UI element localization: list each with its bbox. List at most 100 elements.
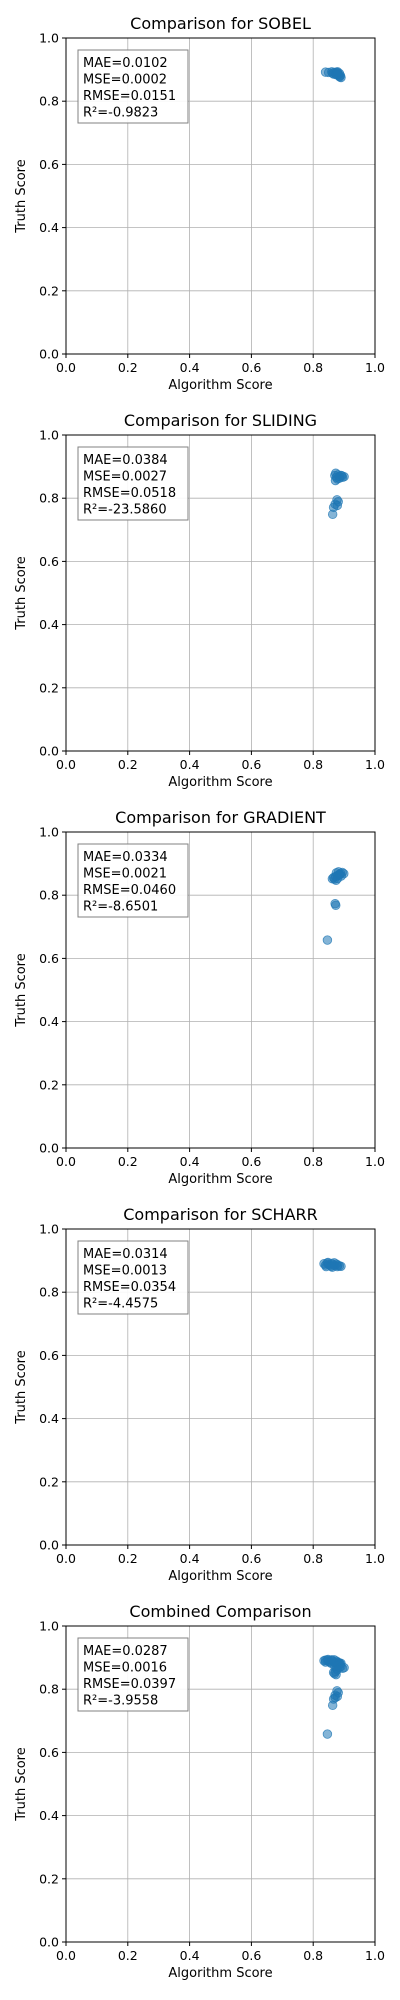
x-tick-label: 0.8: [303, 1154, 323, 1169]
stats-box: [77, 1637, 189, 1712]
y-tick-label: 0.4: [39, 1411, 59, 1426]
stat-line: RMSE=0.0397: [83, 1677, 176, 1692]
data-point: [336, 871, 347, 881]
x-tick-label: 1.0: [365, 360, 385, 375]
y-tick-label: 0.8: [39, 1682, 59, 1697]
stat-line: RMSE=0.0460: [83, 883, 176, 898]
y-tick-label: 0.6: [39, 1348, 59, 1363]
x-tick-label: 0.2: [118, 1948, 138, 1963]
y-axis-label: Truth Score: [14, 953, 29, 1028]
data-point: [327, 874, 338, 884]
x-tick-label: 1.0: [365, 1551, 385, 1566]
stat-line: MSE=0.0002: [83, 73, 167, 88]
data-point: [321, 1261, 331, 1272]
y-tick-label: 0.4: [39, 617, 59, 632]
y-tick-label: 0.4: [39, 1014, 59, 1029]
stat-line: MSE=0.0016: [83, 1661, 167, 1676]
x-axis-label: Algorithm Score: [168, 378, 272, 393]
stats-box: [77, 843, 189, 918]
y-tick-label: 1.0: [39, 1222, 59, 1237]
y-tick-label: 0.0: [39, 1538, 59, 1553]
plot-frame: [65, 831, 376, 1149]
x-tick-label: 1.0: [365, 757, 385, 772]
stat-line: R²=-4.4575: [83, 1297, 158, 1312]
x-tick-label: 0.0: [56, 1154, 76, 1169]
x-tick-label: 0.6: [241, 1551, 261, 1566]
chart-title: Comparison for SCHARR: [123, 1205, 318, 1224]
stats-box: [77, 1240, 189, 1315]
x-tick-label: 0.0: [56, 757, 76, 772]
plot-frame: [65, 434, 376, 752]
chart-title: Combined Comparison: [129, 1602, 311, 1621]
x-tick-label: 0.8: [303, 757, 323, 772]
chart-panel-1: Comparison for SOBEL 0.0 0.2 0.4 0.6 0.8 1.0 0.…: [14, 14, 385, 393]
x-tick-label: 0.0: [56, 360, 76, 375]
x-tick-label: 1.0: [365, 1154, 385, 1169]
x-axis-label: Algorithm Score: [168, 1172, 272, 1187]
x-tick-label: 0.2: [118, 1154, 138, 1169]
y-tick-label: 0.0: [39, 1141, 59, 1156]
y-axis-label: Truth Score: [14, 159, 29, 234]
x-tick-label: 0.4: [180, 1948, 200, 1963]
x-tick-label: 0.0: [56, 1948, 76, 1963]
x-axis-label: Algorithm Score: [168, 1569, 272, 1584]
data-point: [322, 935, 333, 945]
y-tick-label: 0.8: [39, 888, 59, 903]
x-axis-label: Algorithm Score: [168, 1966, 272, 1981]
y-tick-label: 0.0: [39, 347, 59, 362]
y-axis-label: Truth Score: [14, 1747, 29, 1822]
y-tick-label: 1.0: [39, 31, 59, 46]
x-tick-label: 0.8: [303, 360, 323, 375]
chart-title: Comparison for SOBEL: [130, 14, 311, 33]
data-point: [331, 468, 341, 478]
data-point: [339, 472, 349, 482]
plot-frame: [65, 1625, 376, 1943]
stat-line: MSE=0.0021: [83, 867, 167, 882]
y-tick-label: 0.0: [39, 1935, 59, 1950]
stat-line: MSE=0.0027: [83, 470, 167, 485]
stat-line: MSE=0.0013: [83, 1264, 167, 1279]
stat-line: R²=-0.9823: [83, 106, 158, 121]
data-point: [327, 509, 338, 520]
y-tick-label: 0.6: [39, 157, 59, 172]
data-point: [332, 67, 343, 77]
y-tick-label: 0.2: [39, 283, 59, 298]
x-tick-label: 0.6: [241, 1154, 261, 1169]
stat-line: MAE=0.0287: [83, 1644, 168, 1659]
x-tick-label: 0.2: [118, 1551, 138, 1566]
y-tick-label: 0.8: [39, 1285, 59, 1300]
y-tick-label: 1.0: [39, 1619, 59, 1634]
stat-line: RMSE=0.0151: [83, 89, 176, 104]
stat-line: MAE=0.0334: [83, 850, 168, 865]
stat-line: R²=-3.9558: [83, 1694, 158, 1709]
y-tick-label: 0.0: [39, 744, 59, 759]
x-tick-label: 0.2: [118, 360, 138, 375]
x-tick-label: 0.4: [180, 360, 200, 375]
x-tick-label: 0.6: [241, 757, 261, 772]
y-tick-label: 0.4: [39, 1808, 59, 1823]
stat-line: MAE=0.0314: [83, 1247, 168, 1262]
x-tick-label: 0.8: [303, 1948, 323, 1963]
plot-frame: [65, 37, 376, 355]
y-tick-label: 0.4: [39, 220, 59, 235]
y-tick-label: 0.2: [39, 1871, 59, 1886]
stat-line: R²=-8.6501: [83, 900, 158, 915]
y-axis-label: Truth Score: [14, 1350, 29, 1425]
x-tick-label: 0.8: [303, 1551, 323, 1566]
chart-title: Comparison for SLIDING: [124, 411, 317, 430]
stat-line: RMSE=0.0518: [83, 486, 176, 501]
y-axis-label: Truth Score: [14, 556, 29, 631]
x-tick-label: 0.4: [180, 757, 200, 772]
stats-box: [77, 49, 189, 124]
chart-panel-5: Combined Comparison 0.0 0.2 0.4 0.6 0.8 1.0 0.0…: [14, 1602, 385, 1981]
data-point: [331, 900, 341, 911]
plot-frame: [65, 1228, 376, 1546]
stat-line: MAE=0.0384: [83, 453, 168, 468]
chart-panel-3: Comparison for GRADIENT 0.0 0.2 0.4 0.6 0.8 1.…: [14, 808, 385, 1187]
stat-line: MAE=0.0102: [83, 56, 168, 71]
x-tick-label: 0.2: [118, 757, 138, 772]
chart-title: Comparison for GRADIENT: [115, 808, 326, 827]
x-tick-label: 0.4: [180, 1551, 200, 1566]
y-tick-label: 1.0: [39, 428, 59, 443]
